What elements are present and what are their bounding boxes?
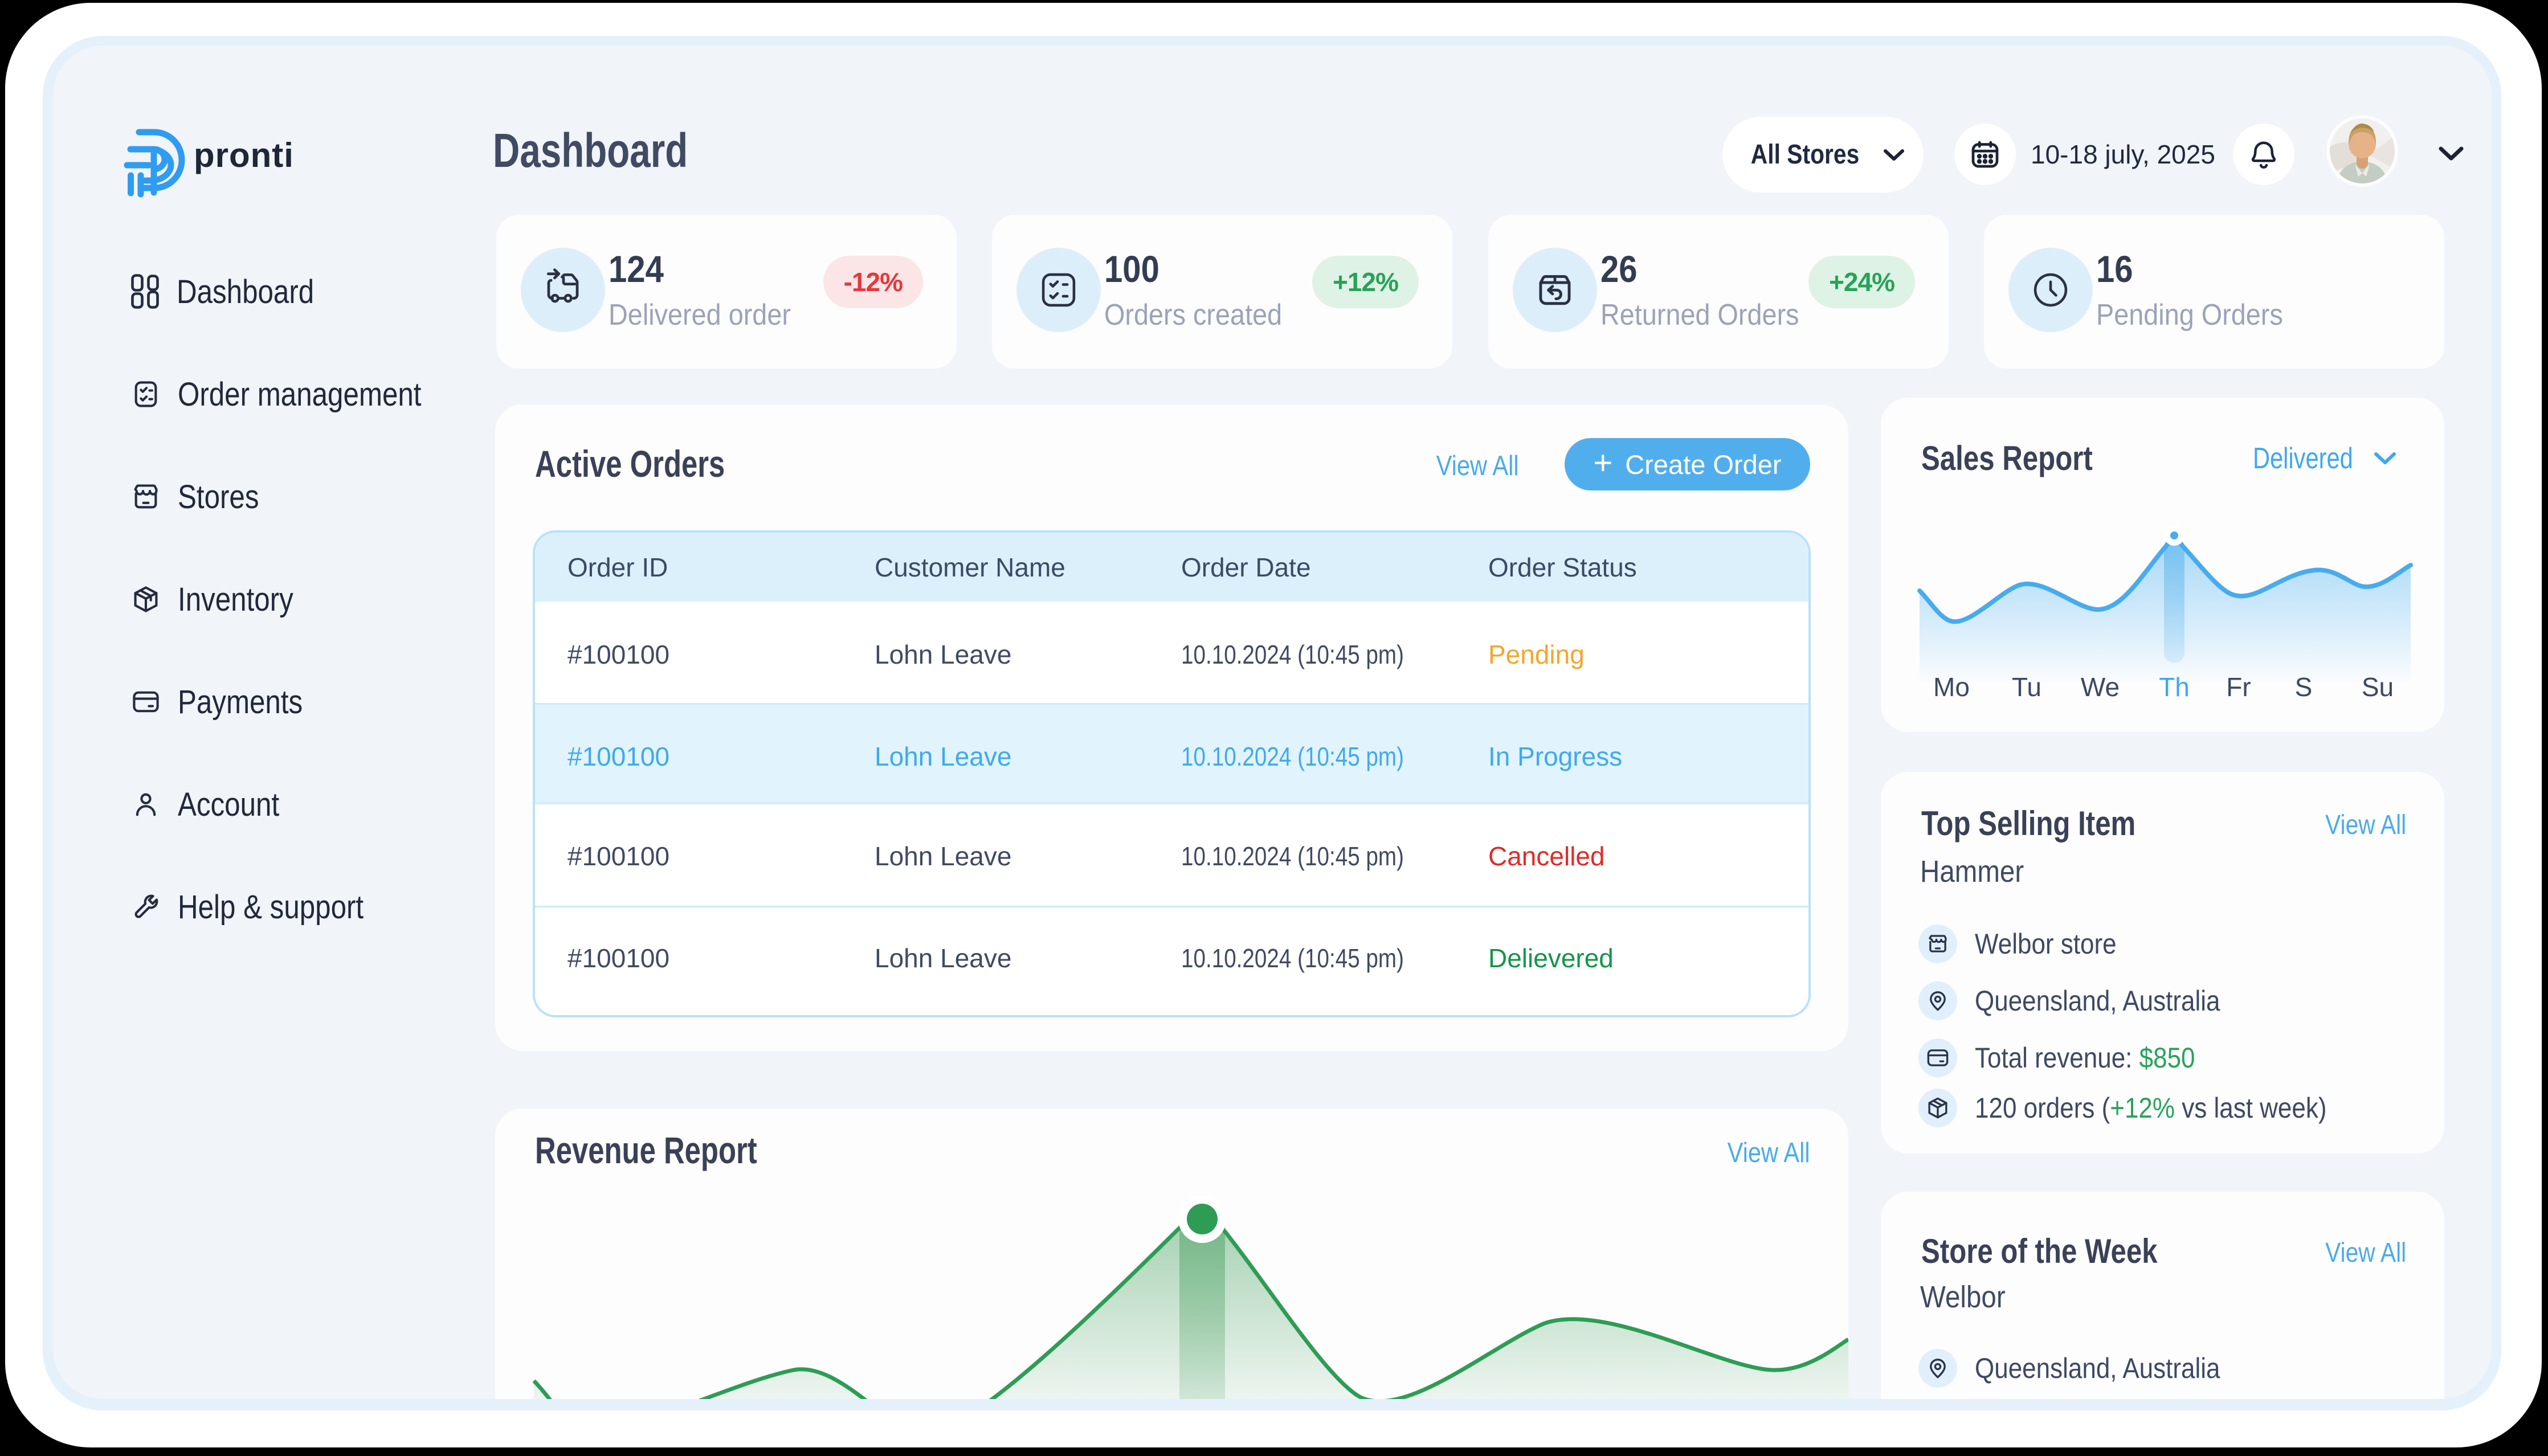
svg-text:Tu: Tu <box>2012 672 2041 702</box>
svg-text:We: We <box>2081 672 2120 702</box>
svg-text:Fr: Fr <box>2226 672 2251 702</box>
svg-text:Su: Su <box>2362 672 2394 702</box>
svg-text:Mo: Mo <box>1933 672 1970 702</box>
svg-text:Th: Th <box>2159 672 2190 702</box>
svg-text:S: S <box>2295 672 2313 702</box>
